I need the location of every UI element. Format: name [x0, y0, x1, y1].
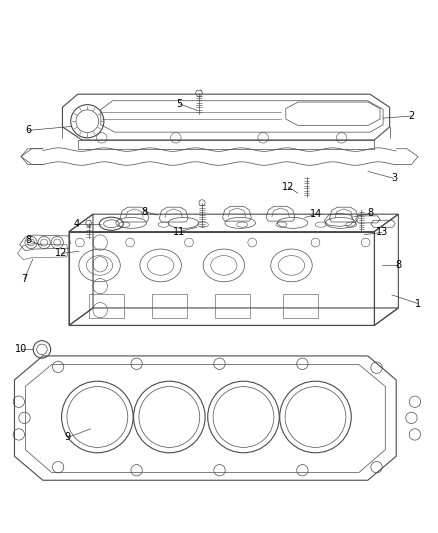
- Text: 5: 5: [176, 99, 182, 109]
- Text: 6: 6: [25, 125, 32, 135]
- Text: 14: 14: [310, 209, 322, 219]
- Bar: [282, 294, 317, 318]
- Bar: [88, 294, 123, 318]
- Text: 12: 12: [282, 182, 294, 192]
- Text: 8: 8: [141, 206, 147, 216]
- Text: 8: 8: [25, 236, 32, 245]
- Text: 11: 11: [173, 227, 185, 237]
- Bar: [215, 294, 250, 318]
- Text: 9: 9: [64, 432, 71, 442]
- Text: 12: 12: [55, 248, 67, 259]
- Text: 4: 4: [73, 219, 79, 229]
- Text: 3: 3: [390, 173, 396, 183]
- Text: 2: 2: [407, 111, 413, 121]
- Text: 1: 1: [414, 298, 420, 309]
- Text: 8: 8: [394, 260, 400, 270]
- Text: 7: 7: [21, 274, 28, 284]
- Bar: [152, 294, 186, 318]
- Text: 10: 10: [15, 344, 27, 354]
- Text: 8: 8: [367, 208, 373, 219]
- Text: 13: 13: [375, 228, 387, 238]
